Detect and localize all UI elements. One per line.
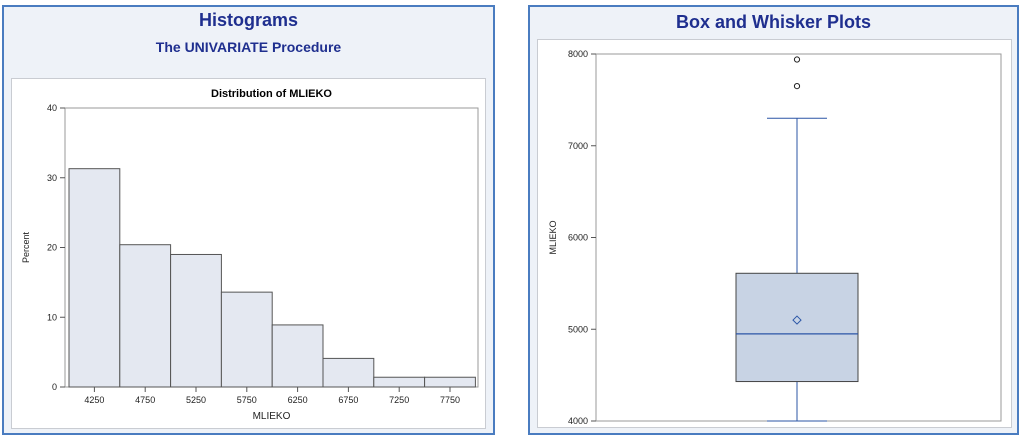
mean-marker [792, 315, 802, 325]
histogram-bar [373, 376, 426, 388]
x-tick-label: 5750 [237, 395, 257, 405]
histogram-plot-frame: Distribution of MLIEKO 0 10 20 30 40 Percent 42… [11, 78, 486, 429]
y-axis-label: Percent [21, 231, 31, 263]
y-tick-label: 20 [47, 243, 57, 253]
y-tick-label: 6000 [568, 233, 588, 243]
boxplot-panel: Box and Whisker Plots 4000 5000 6000 7000 80… [528, 5, 1019, 435]
histogram-title: Distribution of MLIEKO [211, 88, 332, 100]
interquartile-box [735, 272, 859, 383]
y-axis-label: MLIEKO [548, 220, 558, 254]
x-tick-label: 4250 [84, 395, 104, 405]
histogram-bar [119, 244, 172, 388]
y-tick-label: 40 [47, 103, 57, 113]
x-tick-label: 4750 [135, 395, 155, 405]
outlier-point [793, 56, 801, 63]
y-tick-label: 7000 [568, 141, 588, 151]
boxplot-chart: 4000 5000 6000 7000 8000 MLIEKO [548, 49, 1002, 426]
outlier-point [793, 83, 801, 90]
x-axis-label: MLIEKO [253, 411, 291, 422]
histogram-panel: Histograms The UNIVARIATE Procedure Dist… [2, 5, 495, 435]
y-tick-label: 0 [52, 382, 57, 392]
histogram-bar [220, 291, 273, 388]
histogram-bar [170, 253, 222, 388]
y-tick-label: 8000 [568, 49, 588, 59]
histogram-bar [424, 376, 476, 388]
x-tick-label: 7750 [440, 395, 460, 405]
histogram-bar [271, 324, 324, 388]
y-tick-label: 30 [47, 173, 57, 183]
histogram-chart: Distribution of MLIEKO 0 10 20 30 40 Percent 42… [21, 88, 479, 422]
histogram-panel-title: Histograms [198, 10, 299, 30]
histogram-bar [68, 168, 121, 388]
y-tick-label: 4000 [568, 416, 588, 426]
x-tick-label: 7250 [389, 395, 409, 405]
x-tick-label: 6750 [338, 395, 358, 405]
y-tick-label: 10 [47, 312, 57, 322]
y-tick-label: 5000 [568, 324, 588, 334]
histogram-bar [322, 357, 375, 388]
boxplot-panel-title: Box and Whisker Plots [675, 12, 872, 32]
boxplot-plot-frame: 4000 5000 6000 7000 8000 MLIEKO [537, 39, 1012, 428]
x-tick-label: 6250 [288, 395, 308, 405]
histogram-panel-subtitle: The UNIVARIATE Procedure [155, 39, 342, 55]
x-tick-label: 5250 [186, 395, 206, 405]
